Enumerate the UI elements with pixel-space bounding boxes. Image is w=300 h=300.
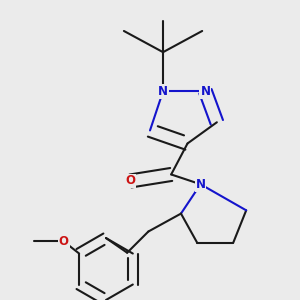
Text: O: O <box>125 175 135 188</box>
Text: N: N <box>158 85 168 98</box>
Text: N: N <box>196 178 206 191</box>
Text: O: O <box>58 235 69 248</box>
Text: N: N <box>200 85 210 98</box>
